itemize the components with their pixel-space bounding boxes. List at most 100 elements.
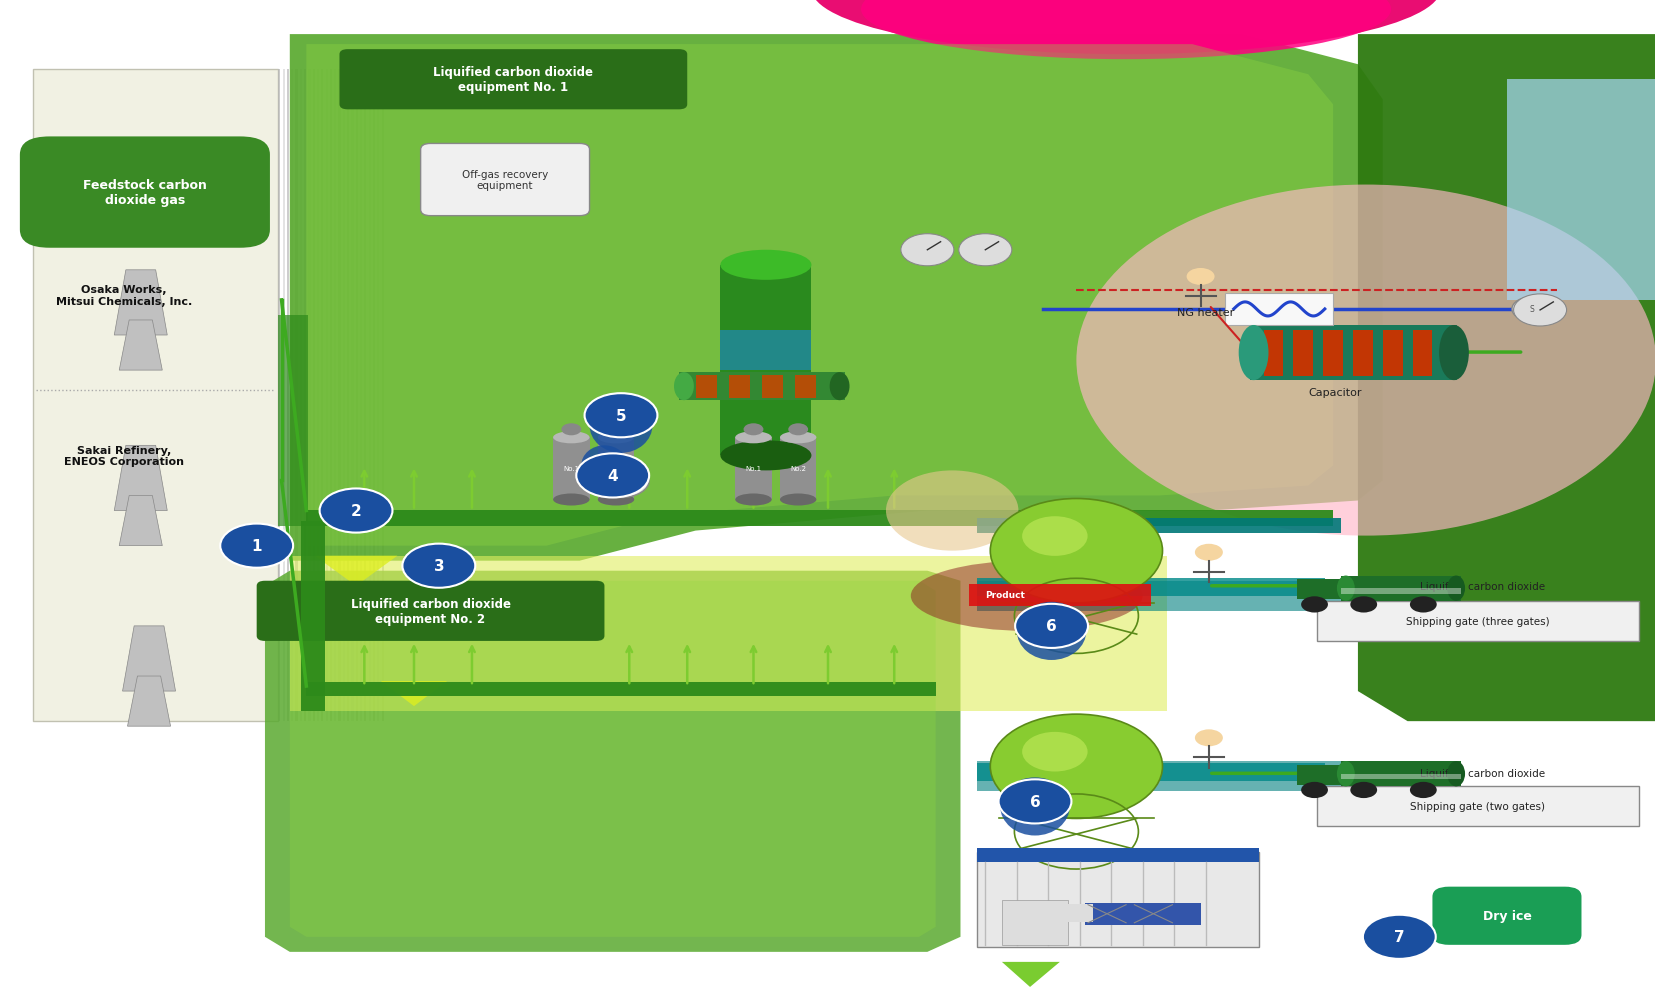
Bar	[278, 70, 280, 721]
Circle shape	[1513, 295, 1566, 327]
Circle shape	[900, 234, 953, 267]
Bar	[364, 70, 366, 721]
Bar	[761, 376, 783, 399]
Bar	[359, 70, 362, 721]
Bar	[343, 70, 344, 721]
Polygon shape	[122, 626, 175, 691]
Bar	[286, 70, 290, 721]
Text: Sakai Refinery,
ENEOS Corporation: Sakai Refinery, ENEOS Corporation	[65, 445, 184, 467]
Bar	[553, 438, 589, 500]
Bar	[597, 438, 634, 500]
Bar	[278, 316, 308, 526]
Ellipse shape	[1238, 326, 1268, 381]
Polygon shape	[119, 496, 162, 546]
Bar	[1001, 900, 1067, 945]
Bar	[968, 584, 1150, 606]
Bar	[291, 70, 293, 721]
Ellipse shape	[780, 432, 816, 444]
Text: Liquified carbon dioxide: Liquified carbon dioxide	[1418, 769, 1544, 779]
Polygon shape	[114, 446, 167, 511]
Bar	[1341, 762, 1460, 787]
Bar	[308, 70, 311, 721]
Circle shape	[990, 499, 1162, 603]
Polygon shape	[290, 581, 935, 937]
Bar	[976, 578, 1324, 596]
Bar	[348, 70, 349, 721]
Circle shape	[1195, 729, 1221, 746]
Bar	[735, 438, 771, 500]
FancyBboxPatch shape	[20, 137, 270, 248]
Circle shape	[1021, 517, 1087, 556]
Text: M: M	[351, 504, 361, 514]
Bar	[381, 70, 384, 721]
Ellipse shape	[720, 250, 811, 281]
Bar	[313, 70, 314, 721]
Bar	[326, 70, 328, 721]
Circle shape	[1195, 544, 1221, 561]
Polygon shape	[265, 571, 960, 952]
Bar	[351, 70, 354, 721]
Circle shape	[1015, 604, 1087, 648]
Text: No.2: No.2	[789, 466, 806, 472]
Bar	[679, 373, 844, 401]
Bar	[1018, 904, 1092, 922]
Text: Shipping gate (two gates): Shipping gate (two gates)	[1410, 802, 1544, 812]
Bar	[1382, 331, 1402, 377]
Polygon shape	[306, 45, 1332, 546]
Bar	[720, 331, 811, 371]
Bar	[1084, 903, 1200, 925]
Bar	[283, 70, 285, 721]
Bar	[1225, 294, 1332, 326]
Circle shape	[319, 489, 392, 533]
Circle shape	[1349, 782, 1377, 799]
Bar	[290, 556, 1167, 711]
Ellipse shape	[861, 0, 1390, 60]
Bar	[316, 70, 319, 721]
Bar	[300, 70, 301, 721]
Polygon shape	[290, 35, 1382, 561]
FancyBboxPatch shape	[420, 144, 589, 216]
Bar	[794, 376, 816, 399]
Text: S: S	[1529, 306, 1533, 314]
Bar	[976, 762, 1407, 792]
Circle shape	[576, 454, 649, 498]
Text: No.1: No.1	[745, 466, 761, 472]
Text: Liquified carbon dioxide: Liquified carbon dioxide	[1418, 581, 1544, 591]
Bar	[976, 848, 1258, 862]
Circle shape	[958, 234, 1011, 267]
Bar	[728, 376, 750, 399]
Bar	[780, 438, 816, 500]
Circle shape	[788, 424, 808, 436]
Text: Shipping gate (three gates): Shipping gate (three gates)	[1405, 616, 1549, 626]
Bar	[1412, 331, 1432, 377]
Bar	[295, 70, 298, 721]
FancyBboxPatch shape	[257, 581, 604, 641]
Text: 2: 2	[351, 504, 361, 518]
Bar	[338, 70, 341, 721]
Ellipse shape	[910, 561, 1142, 631]
Bar	[1506, 80, 1655, 301]
Bar	[334, 70, 336, 721]
Circle shape	[592, 464, 649, 498]
Polygon shape	[1357, 35, 1655, 721]
Circle shape	[606, 424, 626, 436]
Bar	[720, 266, 811, 456]
Circle shape	[885, 471, 1018, 551]
Ellipse shape	[735, 432, 771, 444]
Text: Liquified carbon dioxide
equipment No. 2: Liquified carbon dioxide equipment No. 2	[351, 597, 510, 625]
Ellipse shape	[735, 494, 771, 506]
Ellipse shape	[597, 432, 634, 444]
Polygon shape	[314, 556, 397, 586]
Polygon shape	[1001, 962, 1059, 987]
Ellipse shape	[1446, 576, 1465, 601]
Ellipse shape	[553, 432, 589, 444]
Circle shape	[998, 780, 1071, 824]
Circle shape	[990, 714, 1162, 819]
Ellipse shape	[720, 441, 811, 471]
Text: No.2: No.2	[607, 466, 624, 472]
Ellipse shape	[1336, 762, 1354, 787]
Text: 6: 6	[1046, 619, 1056, 633]
Bar	[976, 764, 1324, 782]
Circle shape	[743, 424, 763, 436]
Ellipse shape	[597, 494, 634, 506]
